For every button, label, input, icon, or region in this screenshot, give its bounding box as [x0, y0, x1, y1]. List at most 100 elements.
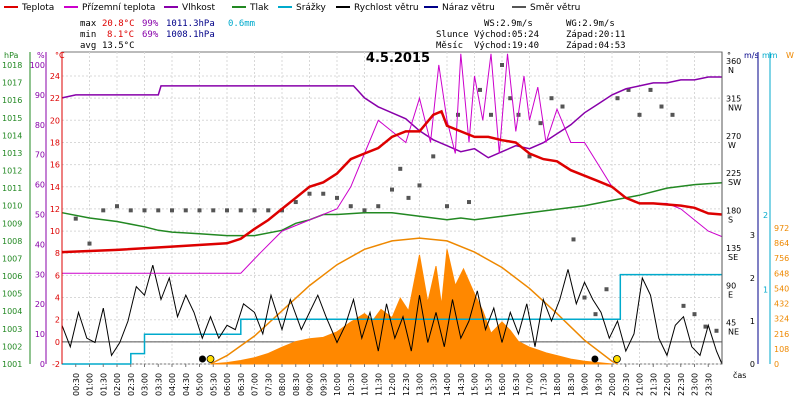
- legend-label-7: Směr větru: [530, 3, 580, 13]
- stat-max-label: max: [80, 19, 97, 29]
- wind-direction-point: [348, 204, 353, 209]
- stat-min-temp: 8.1°C: [107, 30, 134, 40]
- axis-temp-tick: -2: [52, 360, 60, 369]
- axis-direction-degree: 360: [726, 57, 741, 66]
- moon-set: Západ:04:53: [566, 41, 626, 51]
- wind-direction-point: [142, 208, 147, 213]
- axis-x-tick: 08:00: [278, 373, 287, 396]
- axis-temp-tick: 0: [55, 338, 60, 347]
- wind-direction-point: [87, 241, 92, 246]
- axis-x-tick: 14:30: [457, 373, 466, 396]
- axis-hpa-tick: 1008: [2, 237, 22, 246]
- moon-rise-icon: [591, 355, 599, 363]
- axis-x-tick: 13:30: [429, 373, 438, 396]
- axis-hpa-tick: 1017: [2, 79, 22, 88]
- axis-hpa-tick: 1009: [2, 219, 22, 228]
- axis-pct-unit: %: [37, 51, 45, 60]
- axis-direction-degree: 45: [726, 319, 736, 328]
- axis-hpa-tick: 1018: [2, 61, 22, 70]
- wind-direction-point: [183, 208, 188, 213]
- axis-direction-degree: 315: [726, 94, 741, 103]
- axis-x-tick: 16:30: [512, 373, 521, 396]
- axis-pct-tick: 40: [35, 240, 45, 249]
- wind-direction-point: [335, 195, 339, 200]
- axis-ms-unit: m/s: [744, 51, 759, 60]
- chart-marks: [61, 53, 723, 365]
- moon-set-icon: [199, 355, 206, 363]
- axis-x-tick: 23:00: [691, 373, 700, 396]
- axis-mm-tick: 2: [763, 211, 768, 220]
- axis-x-tick: 10:30: [347, 373, 356, 396]
- wind-direction-point: [714, 328, 719, 333]
- wind-direction-point: [648, 87, 653, 92]
- axis-direction-name: S: [728, 216, 733, 225]
- axis-x-tick: 18:00: [553, 373, 562, 396]
- pressure-line: [61, 182, 723, 237]
- axis-hpa-tick: 1011: [2, 184, 22, 193]
- axis-direction-name: NW: [728, 103, 742, 112]
- axis-pct-tick: 30: [35, 270, 45, 279]
- axis-temp-tick: 8: [55, 249, 60, 258]
- wind-direction-point: [115, 204, 119, 209]
- sun-rise: Východ:05:24: [474, 30, 539, 40]
- axis-x-tick: 16:00: [498, 373, 507, 396]
- axis-x-tick: 12:30: [402, 373, 411, 396]
- wind-direction-point: [197, 208, 202, 213]
- axis-pct-tick: 70: [35, 151, 45, 160]
- wind-direction-point: [508, 96, 513, 101]
- axis-rad-tick: 0: [774, 360, 779, 369]
- legend: Teplota Přízemní teplota Vlhkost Tlak Srážky…: [4, 3, 580, 13]
- sun-rise-icon: [206, 355, 215, 363]
- axis-ms-tick: 1: [750, 317, 755, 326]
- wind-direction-point: [170, 208, 174, 213]
- wind-direction-point: [252, 208, 257, 213]
- axis-x-tick: 05:30: [209, 373, 218, 396]
- axis-temp-tick: 18: [50, 138, 60, 147]
- wind-direction-point: [211, 208, 216, 213]
- axis-x-tick: 10:00: [333, 373, 342, 396]
- wind-speed-line: [61, 264, 723, 365]
- axis-hpa-tick: 1007: [2, 254, 22, 263]
- wind-direction-point: [549, 96, 554, 101]
- wind-direction-point: [560, 104, 565, 109]
- axis-temp-tick: 4: [55, 294, 60, 303]
- axis-hpa-tick: 1006: [2, 272, 22, 281]
- moon-label: Měsíc: [436, 41, 463, 51]
- axis-x-tick: 23:30: [704, 373, 713, 396]
- axis-deg-unit: °: [727, 51, 731, 60]
- axis-pct-tick: 10: [35, 330, 45, 339]
- axis-direction-name: NE: [728, 328, 739, 337]
- wind-direction-point: [73, 216, 78, 221]
- axis-direction-name: SW: [728, 178, 741, 187]
- wind-direction-point: [398, 166, 403, 171]
- axis-direction-name: E: [728, 290, 733, 299]
- axis-x-tick: 04:00: [168, 373, 177, 396]
- axis-hpa-tick: 1001: [2, 360, 22, 369]
- axis-hpa-tick: 1014: [2, 131, 22, 140]
- chart-axes: hPa1001100210031004100510061007100810091…: [2, 51, 794, 396]
- axis-temp-tick: 12: [50, 205, 60, 214]
- axis-hpa-tick: 1003: [2, 325, 22, 334]
- axis-rad-unit: W: [786, 51, 794, 60]
- wind-direction-point: [431, 154, 436, 159]
- axis-x-tick: 08:30: [292, 373, 301, 396]
- axis-direction-name: SE: [728, 253, 738, 262]
- axis-temp-tick: 22: [50, 94, 60, 103]
- wind-direction-point: [681, 303, 686, 308]
- axis-hpa-tick: 1004: [2, 307, 22, 316]
- wind-direction-point: [406, 195, 411, 200]
- wind-direction-point: [670, 112, 675, 117]
- wind-direction-point: [101, 208, 106, 213]
- temperature-line: [61, 109, 723, 254]
- axis-x-tick: 02:00: [113, 373, 122, 396]
- axis-direction-degree: 90: [726, 281, 736, 290]
- axis-hpa-tick: 1010: [2, 202, 22, 211]
- axis-x-tick: 13:00: [416, 373, 425, 396]
- wind-direction-point: [362, 208, 367, 213]
- axis-hpa-unit: hPa: [4, 51, 19, 60]
- axis-rad-tick: 324: [774, 315, 789, 324]
- legend-label-4: Srážky: [296, 3, 327, 13]
- wind-direction-point: [293, 200, 298, 205]
- legend-label-5: Rychlost větru: [354, 3, 419, 13]
